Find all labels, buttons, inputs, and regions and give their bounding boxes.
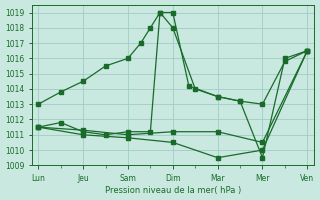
X-axis label: Pression niveau de la mer( hPa ): Pression niveau de la mer( hPa ) [105, 186, 241, 195]
